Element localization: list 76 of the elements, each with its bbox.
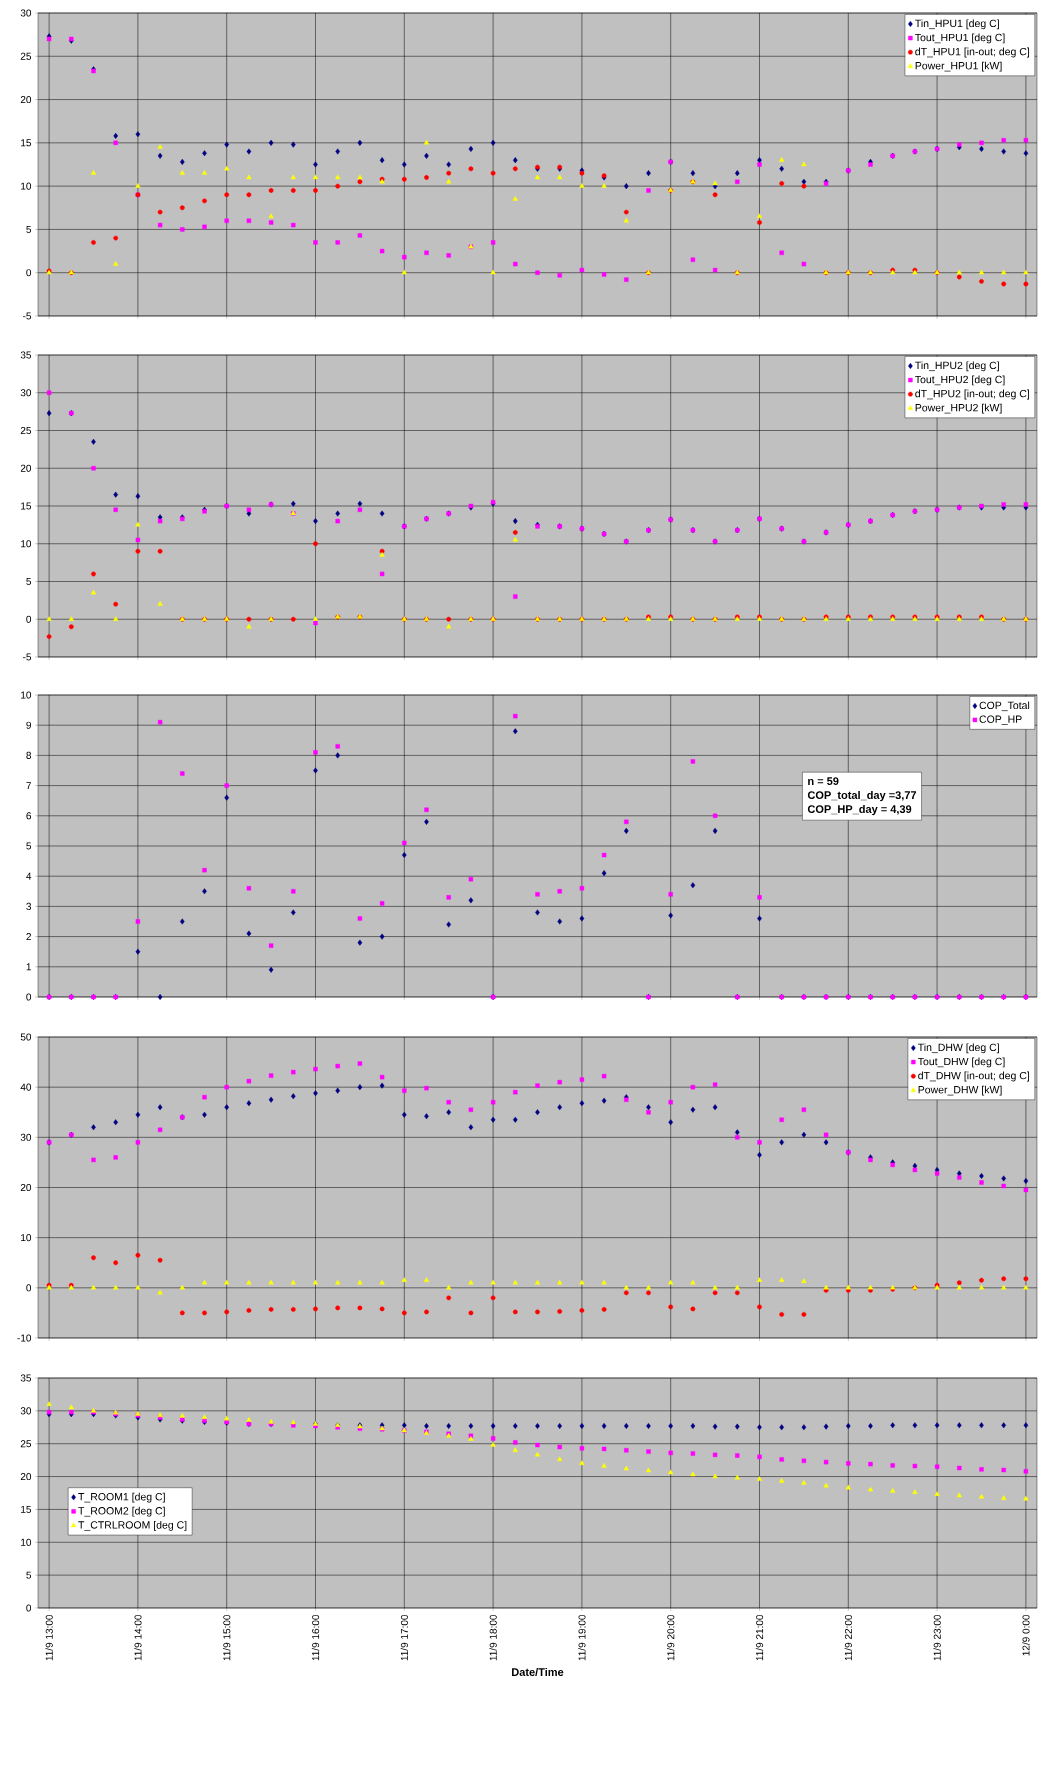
x-tick-label: 11/9 19:00 xyxy=(578,1614,586,1661)
y-tick-label: 25 xyxy=(20,52,32,60)
y-tick-label: 6 xyxy=(26,812,32,820)
legend-label: Tout_HPU1 [deg C] xyxy=(915,33,1005,44)
y-tick-label: 1 xyxy=(26,963,31,971)
y-tick-label: 5 xyxy=(26,578,32,585)
y-tick-label: 15 xyxy=(21,139,32,147)
legend-label: T_ROOM2 [deg C] xyxy=(78,1506,165,1517)
y-tick-label: 0 xyxy=(26,1284,32,1292)
x-tick-label: 11/9 20:00 xyxy=(667,1614,675,1661)
annotation: n = 59 xyxy=(808,777,839,785)
x-tick-label: 11/9 17:00 xyxy=(400,1614,408,1661)
legend-label: Tin_HPU2 [deg C] xyxy=(915,361,999,372)
annotation: COP_total_day =3,77 xyxy=(807,790,917,802)
x-tick-label: 12/9 0:00 xyxy=(1022,1614,1030,1656)
y-tick-label: 8 xyxy=(26,751,32,759)
x-axis-title: Date/Time xyxy=(512,1667,564,1677)
y-tick-label: 0 xyxy=(26,1604,32,1612)
legend-label: dT_DHW [in-out; deg C] xyxy=(918,1071,1030,1082)
legend-label: COP_HP xyxy=(979,715,1022,725)
y-tick-label: 3 xyxy=(26,902,32,910)
y-tick-label: 5 xyxy=(26,842,32,850)
legend-label: Tin_DHW [deg C] xyxy=(917,1043,999,1054)
legend-label: dT_HPU1 [in-out; deg C] xyxy=(915,47,1030,58)
legend-label: Tout_HPU2 [deg C] xyxy=(915,375,1005,386)
legend-label: COP_Total xyxy=(979,701,1030,712)
y-tick-label: 0 xyxy=(26,615,32,623)
legend-label: Power_HPU2 [kW] xyxy=(915,403,1002,414)
legend-label: dT_HPU2 [in-out; deg C] xyxy=(915,389,1030,400)
y-tick-label: 0 xyxy=(26,269,32,277)
y-tick-label: 20 xyxy=(20,96,32,104)
y-tick-label: 35 xyxy=(20,1374,32,1382)
legend-label: Power_HPU1 [kW] xyxy=(915,61,1002,72)
y-tick-label: 4 xyxy=(26,872,32,880)
y-tick-label: 5 xyxy=(26,225,32,233)
y-tick-label: 50 xyxy=(20,1033,32,1041)
annotation: COP_HP_day = 4,39 xyxy=(807,804,912,816)
y-tick-label: 10 xyxy=(21,540,32,548)
y-tick-label: 30 xyxy=(20,9,32,17)
x-tick-label: 11/9 16:00 xyxy=(311,1614,320,1661)
y-tick-label: -10 xyxy=(17,1334,32,1342)
y-tick-label: 9 xyxy=(26,721,31,729)
y-tick-label: 20 xyxy=(20,464,32,472)
x-tick-label: 11/9 23:00 xyxy=(933,1614,941,1661)
y-tick-label: 10 xyxy=(21,1538,32,1546)
y-tick-label: 5 xyxy=(26,1571,32,1579)
y-tick-label: 20 xyxy=(20,1473,32,1481)
y-tick-label: -5 xyxy=(23,653,32,661)
y-tick-label: 10 xyxy=(21,1234,32,1242)
y-tick-label: 15 xyxy=(21,502,32,510)
x-tick-label: 11/9 14:00 xyxy=(134,1614,142,1661)
legend-label: Power_DHW [kW] xyxy=(918,1085,1002,1096)
y-tick-label: 25 xyxy=(20,426,32,435)
x-tick-label: 11/9 15:00 xyxy=(223,1614,231,1661)
y-tick-label: 40 xyxy=(20,1083,32,1091)
y-tick-label: 30 xyxy=(20,389,32,397)
y-tick-label: 10 xyxy=(21,182,32,190)
y-tick-label: 30 xyxy=(20,1407,32,1415)
legend-label: T_ROOM1 [deg C] xyxy=(78,1492,165,1503)
y-tick-label: 35 xyxy=(20,351,32,359)
x-tick-label: 11/9 18:00 xyxy=(489,1614,497,1661)
y-tick-label: 30 xyxy=(20,1133,32,1141)
y-tick-label: 25 xyxy=(20,1440,32,1448)
x-tick-label: 11/9 22:00 xyxy=(844,1614,852,1661)
legend-label: T_CTRLROOM [deg C] xyxy=(78,1520,187,1531)
legend-label: Tout_DHW [deg C] xyxy=(917,1057,1005,1068)
y-tick-label: -5 xyxy=(23,312,32,320)
x-tick-label: 11/9 21:00 xyxy=(755,1614,764,1661)
y-tick-label: 10 xyxy=(21,691,32,699)
y-tick-label: 7 xyxy=(26,782,31,790)
y-tick-label: 2 xyxy=(26,933,31,941)
y-tick-label: 15 xyxy=(21,1505,32,1513)
y-tick-label: 0 xyxy=(26,993,32,1001)
y-tick-label: 20 xyxy=(20,1183,32,1192)
legend-label: Tin_HPU1 [deg C] xyxy=(915,19,999,30)
x-tick-label: 11/9 13:00 xyxy=(45,1614,53,1661)
